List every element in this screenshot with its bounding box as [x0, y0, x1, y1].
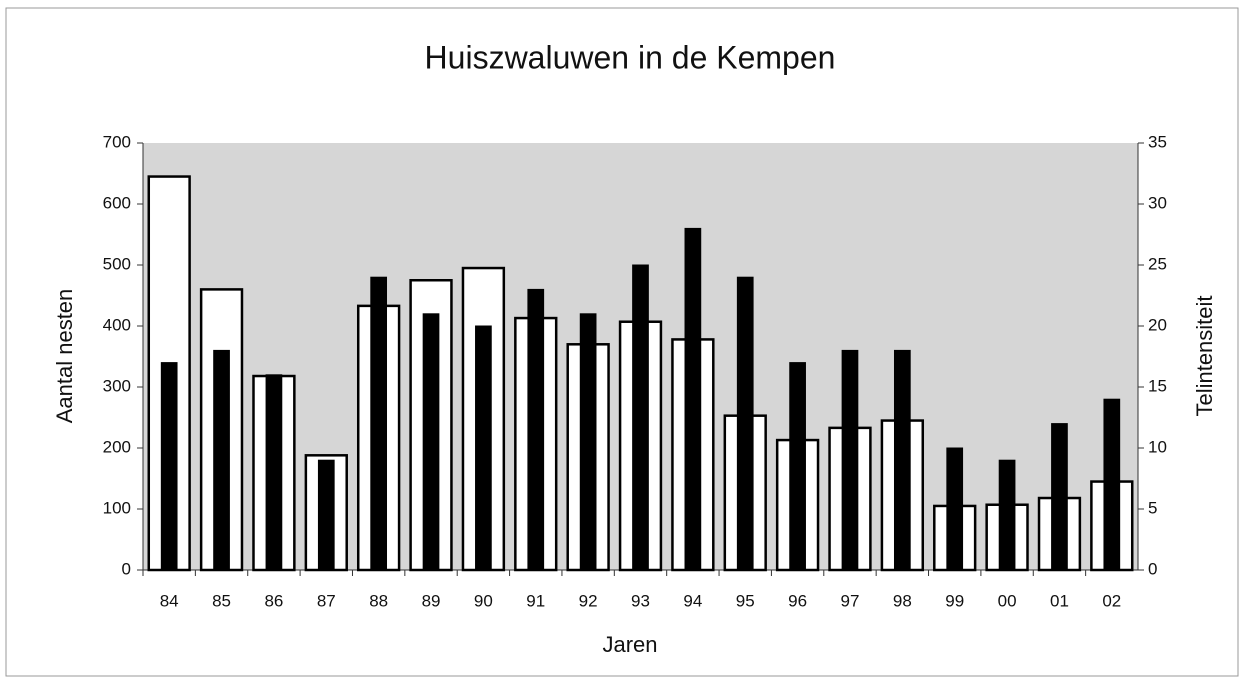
- bar: [317, 459, 335, 571]
- bar: [213, 349, 230, 571]
- x-tick-label: 00: [998, 591, 1017, 610]
- bar: [736, 276, 754, 571]
- bar: [1103, 398, 1121, 571]
- x-axis-title: Jaren: [602, 632, 657, 657]
- y-tick-label: 300: [103, 376, 131, 395]
- bar: [998, 459, 1016, 571]
- y-tick-label: 700: [103, 132, 131, 151]
- y-tick-label: 200: [103, 437, 131, 456]
- y2-tick-label: 5: [1148, 498, 1157, 517]
- bar: [370, 276, 388, 571]
- y2-tick-label: 15: [1148, 376, 1167, 395]
- x-tick-label: 84: [160, 591, 179, 610]
- x-tick-label: 02: [1102, 591, 1121, 610]
- x-tick-label: 99: [945, 591, 964, 610]
- bar: [1051, 423, 1068, 571]
- x-tick-label: 97: [841, 591, 860, 610]
- y-tick-label: 0: [122, 559, 131, 578]
- bar: [632, 264, 649, 571]
- bar: [422, 313, 440, 571]
- bar: [946, 447, 964, 571]
- x-tick-label: 85: [212, 591, 231, 610]
- x-tick-label: 01: [1050, 591, 1069, 610]
- y2-tick-label: 10: [1148, 437, 1167, 456]
- x-tick-label: 95: [736, 591, 755, 610]
- y2-tick-label: 30: [1148, 193, 1167, 212]
- bar: [893, 349, 911, 571]
- bar: [160, 362, 178, 571]
- x-tick-label: 87: [317, 591, 336, 610]
- y-tick-label: 400: [103, 315, 131, 334]
- y2-tick-label: 25: [1148, 254, 1167, 273]
- x-tick-label: 89: [422, 591, 441, 610]
- x-tick-label: 90: [474, 591, 493, 610]
- x-tick-label: 98: [893, 591, 912, 610]
- x-tick-label: 96: [788, 591, 807, 610]
- y-tick-label: 600: [103, 193, 131, 212]
- x-tick-label: 86: [264, 591, 283, 610]
- x-tick-label: 91: [526, 591, 545, 610]
- bar: [684, 227, 702, 571]
- bar: [579, 313, 597, 571]
- y-axis-title: Aantal nesten: [52, 289, 77, 424]
- bar: [475, 325, 492, 571]
- y2-tick-label: 20: [1148, 315, 1167, 334]
- bar: [789, 362, 806, 571]
- y-tick-label: 500: [103, 254, 131, 273]
- x-tick-label: 88: [369, 591, 388, 610]
- x-tick-label: 92: [579, 591, 598, 610]
- y2-tick-label: 0: [1148, 559, 1157, 578]
- y-tick-label: 100: [103, 498, 131, 517]
- bar: [527, 288, 545, 571]
- y2-axis-title: Telintensiteit: [1192, 295, 1217, 416]
- y2-tick-label: 35: [1148, 132, 1167, 151]
- bar: [841, 349, 859, 571]
- bar: [265, 374, 283, 571]
- chart-title: Huiszwaluwen in de Kempen: [425, 39, 836, 75]
- x-tick-label: 94: [683, 591, 702, 610]
- x-tick-label: 93: [631, 591, 650, 610]
